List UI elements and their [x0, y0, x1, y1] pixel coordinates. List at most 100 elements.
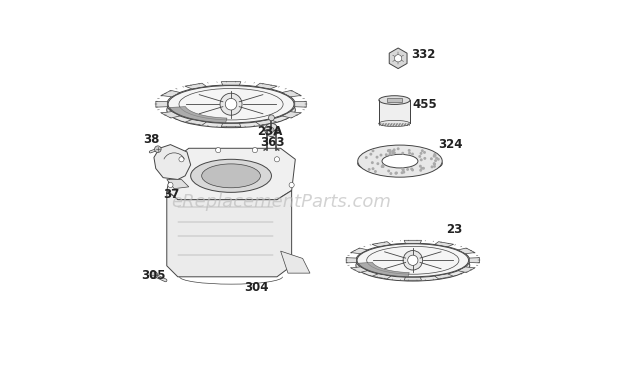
Circle shape	[401, 152, 404, 155]
Circle shape	[374, 170, 377, 173]
Polygon shape	[167, 191, 291, 277]
Circle shape	[379, 154, 383, 157]
Circle shape	[154, 146, 161, 152]
Circle shape	[368, 168, 371, 171]
Text: 304: 304	[244, 282, 268, 295]
Ellipse shape	[168, 85, 294, 123]
Circle shape	[389, 149, 391, 152]
Text: 38: 38	[143, 133, 159, 146]
Circle shape	[385, 153, 388, 156]
Circle shape	[289, 182, 294, 188]
Circle shape	[381, 164, 384, 167]
Polygon shape	[282, 112, 301, 118]
Circle shape	[433, 153, 436, 156]
Polygon shape	[156, 101, 167, 107]
Circle shape	[388, 169, 390, 172]
Circle shape	[392, 148, 396, 151]
Ellipse shape	[356, 243, 470, 278]
Circle shape	[402, 168, 405, 171]
Circle shape	[433, 162, 436, 165]
Circle shape	[265, 123, 278, 137]
Circle shape	[421, 149, 424, 152]
Polygon shape	[372, 274, 391, 279]
Text: 23: 23	[446, 223, 462, 236]
Polygon shape	[294, 101, 306, 107]
Polygon shape	[389, 48, 407, 68]
Circle shape	[434, 159, 437, 162]
Circle shape	[408, 149, 410, 152]
Ellipse shape	[167, 85, 295, 124]
Polygon shape	[167, 179, 189, 189]
Polygon shape	[282, 90, 301, 97]
Ellipse shape	[356, 250, 470, 281]
Circle shape	[420, 167, 423, 170]
Circle shape	[269, 127, 274, 132]
Circle shape	[430, 165, 433, 168]
Circle shape	[420, 152, 422, 155]
Circle shape	[393, 151, 396, 154]
Polygon shape	[185, 120, 206, 125]
Polygon shape	[255, 83, 277, 89]
Circle shape	[435, 157, 438, 159]
Polygon shape	[458, 267, 475, 273]
Ellipse shape	[379, 96, 410, 104]
Circle shape	[376, 162, 379, 165]
Polygon shape	[221, 82, 241, 85]
Circle shape	[411, 168, 414, 171]
Circle shape	[418, 155, 421, 158]
Circle shape	[389, 153, 391, 156]
Ellipse shape	[379, 120, 410, 127]
Circle shape	[371, 161, 374, 164]
Circle shape	[179, 157, 184, 162]
Circle shape	[433, 162, 436, 165]
Text: eReplacementParts.com: eReplacementParts.com	[170, 192, 391, 211]
Circle shape	[422, 167, 425, 170]
Circle shape	[371, 149, 374, 152]
Circle shape	[401, 168, 404, 171]
Circle shape	[381, 165, 384, 168]
Polygon shape	[379, 100, 410, 124]
Polygon shape	[404, 277, 422, 280]
Polygon shape	[221, 123, 241, 127]
Circle shape	[411, 152, 414, 155]
Polygon shape	[281, 251, 310, 273]
Polygon shape	[469, 258, 479, 263]
Text: 455: 455	[413, 98, 438, 111]
Circle shape	[216, 148, 221, 153]
Polygon shape	[458, 248, 475, 254]
Circle shape	[268, 115, 275, 121]
Polygon shape	[372, 242, 391, 247]
Ellipse shape	[358, 145, 442, 177]
Text: 23A: 23A	[257, 125, 282, 138]
Circle shape	[371, 167, 374, 170]
Ellipse shape	[202, 164, 260, 188]
Circle shape	[397, 147, 400, 150]
Circle shape	[391, 150, 394, 153]
Circle shape	[376, 156, 378, 159]
Circle shape	[423, 151, 426, 154]
Polygon shape	[255, 120, 277, 125]
Ellipse shape	[191, 159, 272, 192]
Circle shape	[381, 165, 384, 168]
Circle shape	[430, 157, 433, 160]
Circle shape	[389, 151, 392, 154]
Circle shape	[433, 154, 436, 157]
Ellipse shape	[357, 244, 469, 277]
Polygon shape	[185, 83, 206, 89]
Text: 37: 37	[163, 188, 179, 201]
Polygon shape	[161, 90, 180, 97]
Circle shape	[402, 171, 405, 174]
Circle shape	[387, 149, 390, 152]
Polygon shape	[358, 262, 409, 277]
Text: 324: 324	[438, 138, 463, 151]
Circle shape	[420, 158, 423, 161]
Circle shape	[423, 157, 427, 160]
Polygon shape	[161, 112, 180, 118]
Circle shape	[419, 165, 422, 168]
Circle shape	[433, 165, 436, 168]
Ellipse shape	[358, 154, 442, 173]
Polygon shape	[170, 107, 227, 123]
Text: 305: 305	[141, 269, 166, 282]
Circle shape	[389, 172, 392, 175]
Circle shape	[225, 98, 237, 110]
